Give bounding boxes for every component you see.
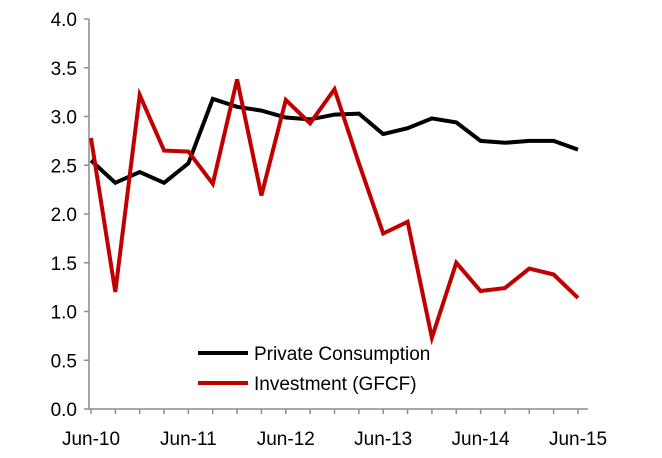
y-tick-label: 0.5 — [51, 351, 77, 372]
y-tick-label: 3.5 — [51, 59, 77, 80]
series-lines — [89, 78, 580, 346]
y-tick-label: 1.5 — [51, 254, 77, 275]
y-tick-label: 1.0 — [51, 303, 77, 324]
axes: 0.0 0.5 1.0 1.5 2.0 2.5 3.0 3.5 4.0 Jun-10 Jun-11 J… — [51, 10, 607, 450]
y-tick-label: 2.5 — [51, 156, 77, 177]
legend-label-1: Private Consumption — [254, 344, 430, 365]
y-tick-label: 2.0 — [51, 205, 77, 226]
legend: Private Consumption Investment (GFCF) — [198, 344, 430, 395]
x-tick-label: Jun-11 — [160, 429, 217, 450]
x-tick-label: Jun-10 — [62, 429, 120, 450]
x-tick-label: Jun-12 — [257, 429, 315, 450]
y-tick-label: 3.0 — [51, 108, 77, 129]
y-tick-label: 4.0 — [51, 10, 77, 31]
x-tick-label: Jun-15 — [549, 429, 607, 450]
legend-label-2: Investment (GFCF) — [254, 374, 417, 395]
y-tick-label: 0.0 — [51, 400, 77, 421]
series-line-2 — [89, 78, 580, 346]
series-line-1 — [89, 96, 579, 186]
x-tick-label: Jun-13 — [354, 429, 412, 450]
x-tick-label: Jun-14 — [452, 429, 511, 450]
